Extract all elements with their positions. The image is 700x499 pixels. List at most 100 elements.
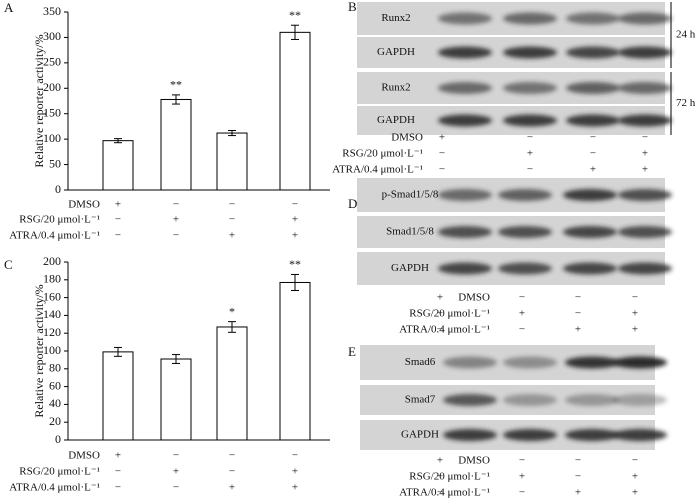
treatment-sign: − [229,214,235,226]
treatment-sign: − [632,455,638,467]
y-tick-label: 100 [43,343,61,357]
treatment-sign: + [575,324,581,336]
blot-band [443,429,497,441]
y-tick-label: 60 [49,378,61,392]
blot-band [438,46,492,59]
blot-band [503,429,557,441]
y-tick-label: 350 [43,4,61,18]
blot-band [438,114,492,127]
bar [216,132,248,191]
treatment-sign: + [575,487,581,499]
treatment-label: RSG/20 μmol·L⁻¹ [409,308,490,320]
blot-band [503,114,557,127]
treatment-sign: + [173,214,179,226]
panel-letter: C [4,257,13,272]
treatment-sign: − [437,324,443,336]
treatment-sign: + [115,450,121,462]
blot-band [618,114,672,127]
panel-letter: B [348,0,357,14]
time-label: 72 h [676,97,696,109]
treatment-sign: + [632,471,638,483]
treatment-sign: + [229,482,235,494]
treatment-label: DMSO [458,455,490,467]
y-tick-label: 20 [49,414,61,428]
treatment-sign: + [632,324,638,336]
blot-band [613,429,667,441]
treatment-sign: + [632,487,638,499]
blot-band [498,262,552,275]
y-tick-label: 120 [43,325,61,339]
treatment-label: DMSO [68,199,100,211]
blot-band [498,189,552,201]
blot-band [563,189,617,201]
blot-band [566,12,620,25]
blot-band [618,262,672,275]
treatment-sign: − [519,324,525,336]
treatment-sign: − [439,164,445,176]
treatment-sign: − [229,199,235,211]
treatment-sign: − [229,466,235,478]
y-tick-label: 140 [43,307,61,321]
treatment-sign: + [527,148,533,160]
treatment-sign: − [173,230,179,242]
blot-row-label: Smad6 [405,356,436,368]
blot-band [618,46,672,59]
blot-band [503,46,557,59]
blot-band [438,226,492,238]
blot-row-label: Runx2 [381,12,410,24]
significance: * [229,304,235,318]
treatment-sign: − [642,132,648,144]
y-tick-label: 250 [43,55,61,69]
blot-band [565,356,619,369]
treatment-sign: − [575,308,581,320]
blot-band [438,189,492,201]
blot-band [566,114,620,127]
treatment-sign: − [575,292,581,304]
significance: ** [289,257,301,271]
treatment-label: ATRA/0.4 μmol·L⁻¹ [399,487,490,499]
y-tick-label: 0 [55,182,61,196]
treatment-sign: − [437,471,443,483]
treatment-sign: − [292,450,298,462]
bar [160,358,192,441]
blot-band [618,189,672,201]
y-tick-label: 100 [43,131,61,145]
treatment-sign: + [292,466,298,478]
bar [279,31,311,191]
treatment-label: ATRA/0.4 μmol·L⁻¹ [9,230,100,242]
y-tick-label: 150 [43,105,61,119]
treatment-sign: + [519,308,525,320]
blot-band [613,356,667,369]
bar [102,140,134,191]
blot-band [618,12,672,25]
blot-row-label: Runx2 [381,82,410,94]
treatment-sign: + [632,308,638,320]
blot-band [503,356,557,369]
treatment-sign: − [173,199,179,211]
y-axis-label: Relative reporter activity/% [32,34,46,167]
treatment-sign: − [590,148,596,160]
treatment-sign: + [229,230,235,242]
blot-band [613,394,667,406]
treatment-label: DMSO [391,132,423,144]
blot-band [566,46,620,59]
treatment-label: RSG/20 μmol·L⁻¹ [19,214,100,226]
blot-row-label: Smad1/5/8 [386,226,434,238]
blot-band [503,82,557,94]
treatment-sign: − [590,132,596,144]
treatment-label: DMSO [458,292,490,304]
panel-letter: A [4,0,14,15]
treatment-sign: − [632,292,638,304]
blot-row-label: p-Smad1/5/8 [382,189,439,201]
significance: ** [289,8,301,22]
blot-row-label: GAPDH [401,429,439,441]
treatment-sign: + [439,132,445,144]
blot-band [566,82,620,94]
treatment-sign: − [439,148,445,160]
treatment-label: RSG/20 μmol·L⁻¹ [342,148,423,160]
time-label: 24 h [676,29,696,41]
blot-band [563,262,617,275]
treatment-sign: − [292,199,298,211]
treatment-sign: − [575,455,581,467]
blot-band [618,82,672,94]
